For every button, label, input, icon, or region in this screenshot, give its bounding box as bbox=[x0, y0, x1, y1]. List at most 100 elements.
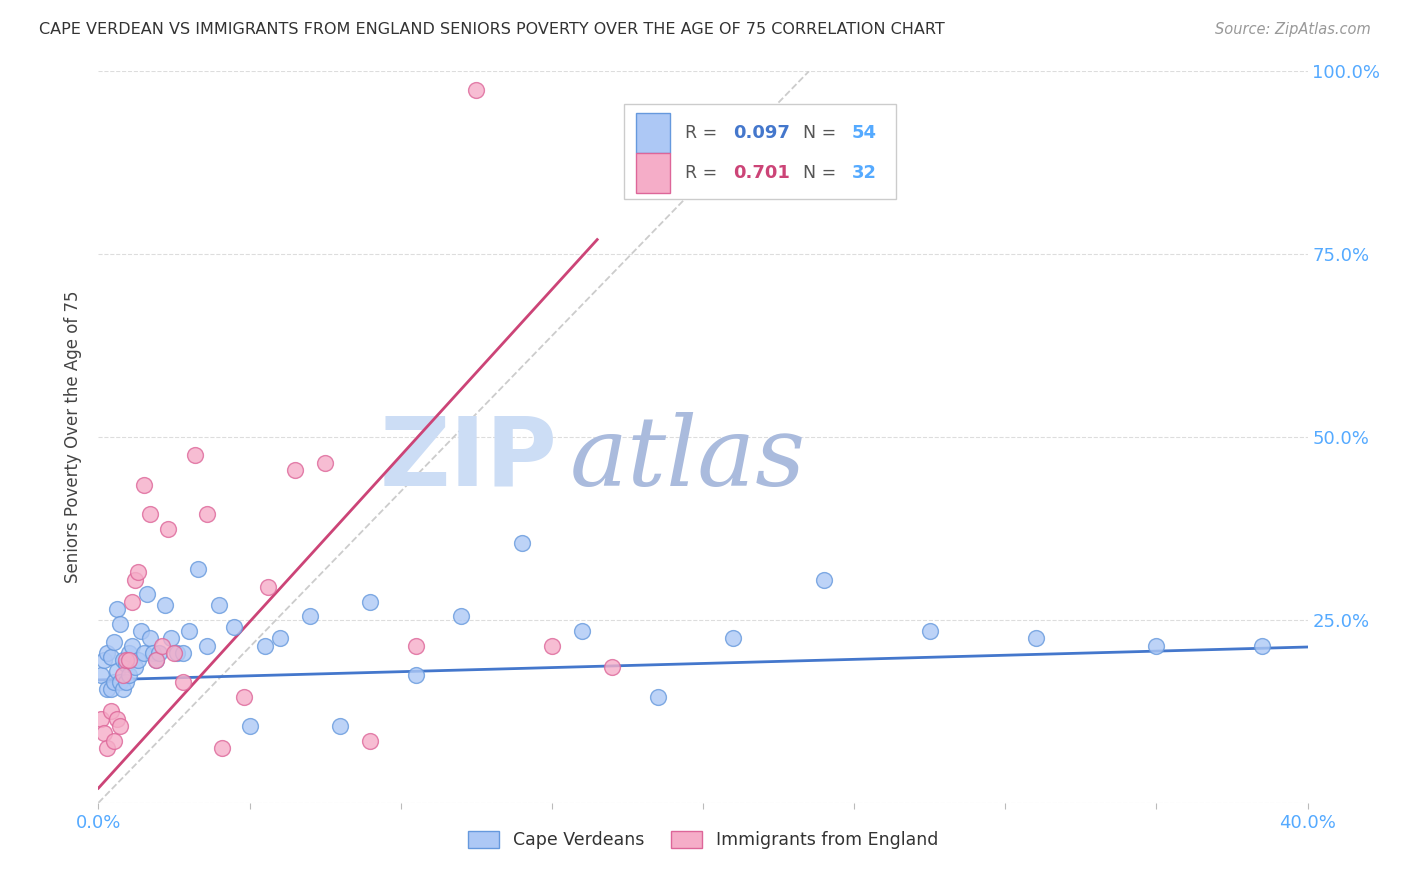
Point bbox=[121, 639, 143, 653]
Point bbox=[111, 667, 134, 681]
Point bbox=[284, 463, 307, 477]
Point bbox=[360, 594, 382, 608]
Text: ZIP: ZIP bbox=[380, 412, 558, 506]
Y-axis label: Seniors Poverty Over the Age of 75: Seniors Poverty Over the Age of 75 bbox=[65, 291, 83, 583]
Point bbox=[1024, 632, 1046, 646]
Point bbox=[103, 675, 125, 690]
Point bbox=[139, 507, 162, 521]
Point bbox=[571, 624, 593, 638]
Point bbox=[145, 653, 167, 667]
Bar bbox=[637, 153, 671, 193]
Text: 0.097: 0.097 bbox=[734, 124, 790, 142]
Point bbox=[100, 649, 122, 664]
Text: R =: R = bbox=[685, 164, 717, 182]
Point bbox=[256, 580, 278, 594]
Point bbox=[156, 521, 179, 535]
Point bbox=[224, 620, 246, 634]
Point bbox=[129, 624, 152, 638]
Point bbox=[150, 639, 173, 653]
Point bbox=[96, 646, 118, 660]
Point bbox=[540, 639, 562, 653]
Point bbox=[1251, 639, 1274, 653]
Point bbox=[208, 599, 231, 613]
Point bbox=[114, 675, 136, 690]
Point bbox=[90, 712, 112, 726]
Point bbox=[195, 507, 218, 521]
Text: CAPE VERDEAN VS IMMIGRANTS FROM ENGLAND SENIORS POVERTY OVER THE AGE OF 75 CORRE: CAPE VERDEAN VS IMMIGRANTS FROM ENGLAND … bbox=[39, 22, 945, 37]
Point bbox=[184, 448, 207, 462]
Text: R =: R = bbox=[685, 124, 717, 142]
Point bbox=[329, 719, 352, 733]
Point bbox=[187, 562, 209, 576]
Bar bbox=[637, 112, 671, 153]
Point bbox=[723, 632, 745, 646]
Point bbox=[163, 646, 186, 660]
Point bbox=[103, 635, 125, 649]
Point bbox=[108, 616, 131, 631]
Point bbox=[108, 719, 131, 733]
Point bbox=[148, 646, 170, 660]
Point bbox=[153, 599, 176, 613]
Point bbox=[195, 639, 218, 653]
Text: Source: ZipAtlas.com: Source: ZipAtlas.com bbox=[1215, 22, 1371, 37]
Text: 54: 54 bbox=[852, 124, 877, 142]
Point bbox=[93, 726, 115, 740]
Point bbox=[142, 646, 165, 660]
Point bbox=[96, 682, 118, 697]
Point bbox=[127, 653, 149, 667]
Point bbox=[166, 646, 188, 660]
Point bbox=[96, 740, 118, 755]
Point bbox=[405, 667, 427, 681]
Text: 0.701: 0.701 bbox=[734, 164, 790, 182]
Point bbox=[465, 83, 488, 97]
Point bbox=[114, 657, 136, 671]
FancyBboxPatch shape bbox=[624, 104, 897, 200]
Point bbox=[918, 624, 941, 638]
Point bbox=[1144, 639, 1167, 653]
Point bbox=[124, 660, 146, 674]
Point bbox=[103, 733, 125, 747]
Point bbox=[647, 690, 669, 704]
Point bbox=[139, 632, 162, 646]
Point bbox=[172, 675, 194, 690]
Point bbox=[127, 566, 149, 580]
Point bbox=[90, 667, 112, 681]
Point bbox=[132, 646, 155, 660]
Legend: Cape Verdeans, Immigrants from England: Cape Verdeans, Immigrants from England bbox=[461, 823, 945, 856]
Point bbox=[118, 646, 141, 660]
Point bbox=[135, 587, 157, 601]
Point bbox=[100, 682, 122, 697]
Point bbox=[450, 609, 472, 624]
Point bbox=[132, 477, 155, 491]
Point bbox=[105, 712, 128, 726]
Point bbox=[118, 667, 141, 681]
Point bbox=[211, 740, 233, 755]
Text: N =: N = bbox=[803, 164, 837, 182]
Point bbox=[232, 690, 254, 704]
Point bbox=[239, 719, 262, 733]
Point bbox=[602, 660, 624, 674]
Point bbox=[405, 639, 427, 653]
Point bbox=[105, 664, 128, 678]
Point bbox=[145, 653, 167, 667]
Text: 32: 32 bbox=[852, 164, 877, 182]
Point bbox=[314, 456, 336, 470]
Point bbox=[179, 624, 201, 638]
Point bbox=[360, 733, 382, 747]
Point bbox=[253, 639, 276, 653]
Point bbox=[269, 632, 291, 646]
Point bbox=[114, 653, 136, 667]
Point bbox=[93, 653, 115, 667]
Point bbox=[100, 705, 122, 719]
Text: atlas: atlas bbox=[569, 412, 806, 506]
Text: N =: N = bbox=[803, 124, 837, 142]
Point bbox=[813, 573, 835, 587]
Point bbox=[510, 536, 533, 550]
Point bbox=[121, 594, 143, 608]
Point bbox=[111, 682, 134, 697]
Point bbox=[124, 573, 146, 587]
Point bbox=[160, 632, 183, 646]
Point bbox=[172, 646, 194, 660]
Point bbox=[118, 653, 141, 667]
Point bbox=[108, 675, 131, 690]
